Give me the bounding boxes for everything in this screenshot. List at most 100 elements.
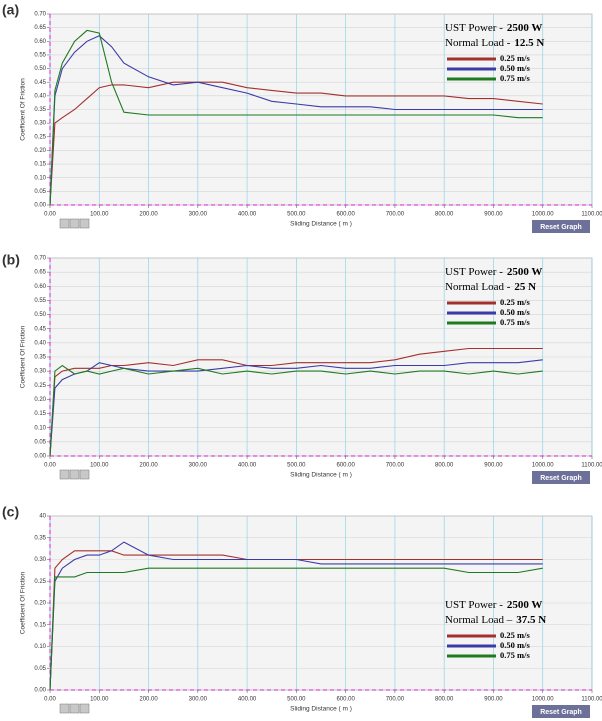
- annotation: UST Power - 2500 W: [445, 266, 542, 278]
- x-tick-label: 600.00: [336, 212, 355, 218]
- annotation-text: UST Power -: [445, 266, 503, 278]
- legend-label: 0.75 m/s: [500, 317, 530, 327]
- annotation-text: UST Power -: [445, 22, 503, 34]
- legend-label: 0.25 m/s: [500, 630, 530, 640]
- x-tick-label: 1100.00: [581, 463, 602, 469]
- tool-icon: [59, 218, 70, 229]
- y-tick-label: 0.00: [34, 203, 46, 209]
- annotation-text: UST Power -: [445, 599, 503, 611]
- panel-label: (c): [2, 504, 19, 520]
- y-tick-label: 0.60: [34, 284, 46, 290]
- x-axis-label: Sliding Distance ( m ): [290, 221, 352, 228]
- y-tick-label: 0.15: [34, 622, 46, 628]
- x-tick-label: 800.00: [435, 212, 454, 218]
- tool-icon: [69, 218, 80, 229]
- x-tick-label: 200.00: [139, 697, 158, 703]
- x-tick-label: 0.00: [44, 697, 56, 703]
- y-tick-label: 0.70: [34, 256, 46, 262]
- x-tick-label: 700.00: [386, 212, 405, 218]
- y-tick-label: 0.35: [34, 355, 46, 361]
- legend-label: 0.50 m/s: [500, 640, 530, 650]
- y-tick-label: 0.45: [34, 80, 46, 86]
- y-tick-label: 0.25: [34, 383, 46, 389]
- reset-button-label: Reset Graph: [540, 709, 582, 716]
- legend-label: 0.25 m/s: [500, 53, 530, 63]
- panel-label: (b): [2, 252, 20, 268]
- x-tick-label: 200.00: [139, 463, 158, 469]
- tool-icon: [59, 469, 70, 480]
- x-tick-label: 1000.00: [532, 212, 554, 218]
- y-tick-label: 0.15: [34, 162, 46, 168]
- series-line: [49, 35, 543, 206]
- y-tick-label: 0.10: [34, 425, 46, 431]
- y-tick-label: 0.70: [34, 12, 46, 18]
- reset-button[interactable]: [532, 705, 590, 718]
- y-tick-label: 0.05: [34, 666, 46, 672]
- tool-icon: [79, 469, 90, 480]
- panel-label: (a): [2, 2, 19, 18]
- x-tick-label: 900.00: [484, 697, 503, 703]
- x-tick-label: 100.00: [90, 697, 109, 703]
- y-tick-label: 0.00: [34, 688, 46, 694]
- y-tick-label: 0.55: [34, 298, 46, 304]
- y-tick-label: 0.40: [34, 93, 46, 99]
- y-tick-label: 0.45: [34, 326, 46, 332]
- x-tick-label: 400.00: [238, 697, 257, 703]
- tool-icon: [69, 469, 80, 480]
- annotation: Normal Load -12.5 N: [445, 37, 544, 49]
- reset-button-label: Reset Graph: [540, 475, 582, 482]
- series-line: [49, 81, 543, 206]
- annotation-value: 25 N: [514, 281, 536, 293]
- x-tick-label: 600.00: [336, 463, 355, 469]
- y-axis-label: Coefficient Of Friction: [20, 571, 27, 634]
- series-line: [49, 364, 543, 457]
- reset-button[interactable]: [532, 220, 590, 233]
- y-tick-label: 0.35: [34, 535, 46, 541]
- x-tick-label: 900.00: [484, 212, 503, 218]
- annotation-value: 2500 W: [507, 22, 543, 34]
- legend-label: 0.75 m/s: [500, 73, 530, 83]
- annotation: UST Power - 2500 W: [445, 22, 542, 34]
- y-axis-label: Coefficient Of Friction: [20, 78, 27, 141]
- x-axis-label: Sliding Distance ( m ): [290, 472, 352, 479]
- x-tick-label: 300.00: [189, 697, 208, 703]
- y-tick-label: 0.65: [34, 270, 46, 276]
- x-tick-label: 0.00: [44, 463, 56, 469]
- x-tick-label: 1000.00: [532, 697, 554, 703]
- x-tick-label: 100.00: [90, 463, 109, 469]
- x-tick-label: 400.00: [238, 212, 257, 218]
- annotation-text: Normal Load –: [445, 614, 513, 626]
- reset-button-label: Reset Graph: [540, 224, 582, 231]
- tool-icon: [59, 703, 70, 714]
- y-tick-label: 0.00: [34, 454, 46, 460]
- x-tick-label: 300.00: [189, 212, 208, 218]
- y-tick-label: 0.10: [34, 644, 46, 650]
- annotation-value: 2500 W: [507, 266, 543, 278]
- x-tick-label: 0.00: [44, 212, 56, 218]
- x-tick-label: 700.00: [386, 463, 405, 469]
- y-tick-label: 0.05: [34, 189, 46, 195]
- y-tick-label: 0.20: [34, 148, 46, 154]
- tool-icon: [69, 703, 80, 714]
- annotation-value: 12.5 N: [514, 37, 544, 49]
- tool-icon: [79, 218, 90, 229]
- y-tick-label: 0.65: [34, 25, 46, 31]
- annotation: Normal Load –37.5 N: [445, 614, 546, 626]
- annotation-text: Normal Load -: [445, 281, 511, 293]
- x-tick-label: 1000.00: [532, 463, 554, 469]
- x-tick-label: 400.00: [238, 463, 257, 469]
- y-tick-label: 0.30: [34, 121, 46, 127]
- x-tick-label: 200.00: [139, 212, 158, 218]
- reset-button[interactable]: [532, 471, 590, 484]
- y-tick-label: 0.20: [34, 397, 46, 403]
- x-tick-label: 1100.00: [581, 212, 602, 218]
- x-tick-label: 700.00: [386, 697, 405, 703]
- y-tick-label: 0.50: [34, 312, 46, 318]
- annotation-value: 37.5 N: [516, 614, 546, 626]
- x-tick-label: 600.00: [336, 697, 355, 703]
- annotation: UST Power - 2500 W: [445, 599, 542, 611]
- y-tick-label: 0.30: [34, 369, 46, 375]
- annotation-text: Normal Load -: [445, 37, 511, 49]
- annotation: Normal Load -25 N: [445, 281, 536, 293]
